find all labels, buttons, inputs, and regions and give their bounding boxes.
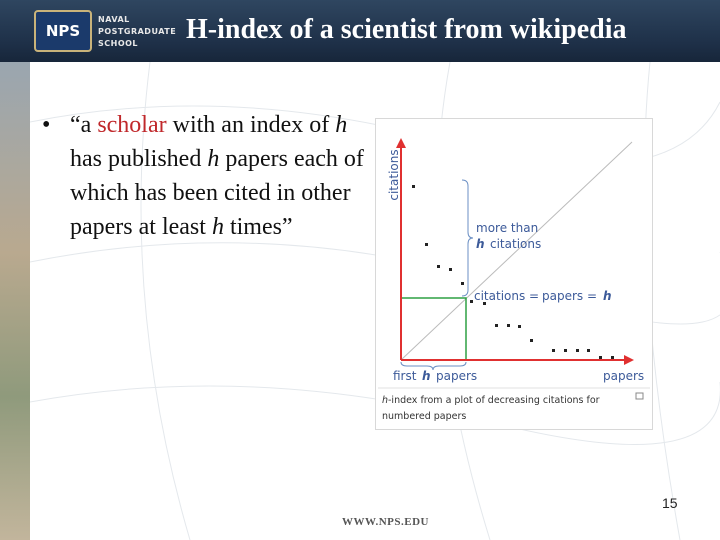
annotation: h (476, 237, 485, 251)
brace (400, 361, 467, 371)
logo: NPS (34, 10, 92, 52)
school-line: NAVAL (98, 15, 130, 24)
diagonal (400, 141, 633, 361)
footer-url: WWW.NPS.EDU (342, 516, 429, 528)
h-square (401, 297, 467, 360)
arrow (624, 355, 634, 365)
annotation: h (422, 369, 431, 383)
brace (461, 179, 474, 297)
school-line: SCHOOL (98, 39, 139, 48)
bullet-text: • “a scholar with an index of h has publi… (42, 108, 370, 244)
caption: h (382, 395, 388, 406)
text: h (211, 214, 224, 240)
arrow (396, 138, 406, 148)
page-number: 15 (662, 495, 678, 511)
text: “a (70, 112, 98, 138)
annotation: more than (476, 221, 538, 235)
annotation: h (603, 289, 612, 303)
text: papers each of which has been cited in o… (70, 146, 364, 240)
dots (412, 185, 614, 359)
caption: numbered papers (382, 411, 466, 422)
y-axis-label: citations (387, 149, 401, 200)
annotation: citations = (474, 289, 539, 303)
background-photo (0, 62, 30, 540)
text: h (207, 146, 220, 172)
school-name: NAVAL POSTGRADUATE SCHOOL (98, 14, 176, 50)
x-axis-label: papers (603, 369, 644, 383)
text: with an index of (166, 112, 336, 138)
bullet-dot: • (42, 112, 51, 138)
school-line: POSTGRADUATE (98, 27, 177, 36)
text: times” (223, 214, 293, 240)
annotation: citations (490, 237, 541, 251)
annotation: papers (436, 369, 477, 383)
header-bar: NPS NAVAL POSTGRADUATE SCHOOL H-index of… (0, 0, 720, 62)
h-index-figure: citations more than h citations citation… (375, 118, 653, 430)
caption: -index from a plot of decreasing citatio… (388, 395, 600, 406)
figure-frame (375, 118, 653, 430)
annotation: papers = (542, 289, 597, 303)
enlarge-icon[interactable] (635, 392, 644, 400)
text: h (335, 112, 348, 138)
text: has published (70, 146, 208, 172)
annotation: first (393, 369, 417, 383)
text: scholar (97, 112, 167, 138)
slide-title: H-index of a scientist from wikipedia (186, 14, 627, 45)
